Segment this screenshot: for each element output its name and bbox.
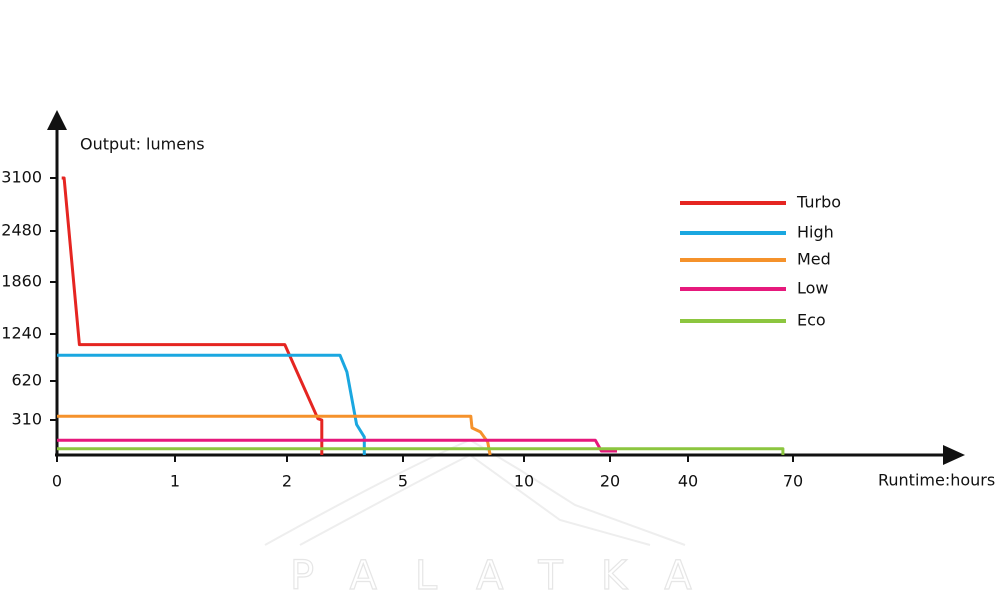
x-tick-label: 20 (600, 472, 620, 491)
y-tick-label: 3100 (1, 168, 42, 187)
y-tick-label: 2480 (1, 221, 42, 240)
series-line (57, 414, 492, 456)
legend-label: Med (797, 250, 831, 269)
legend-label: Turbo (796, 193, 841, 212)
y-tick-label: 1860 (1, 272, 42, 291)
watermark: PALATKA (290, 553, 730, 599)
legend-label: Low (797, 279, 829, 298)
x-tick-label: 40 (678, 472, 698, 491)
x-tick-label: 0 (52, 472, 62, 491)
x-tick-label: 70 (783, 472, 803, 491)
axes (47, 110, 965, 465)
x-tick-label: 2 (282, 472, 292, 491)
y-axis-label: Output: lumens (80, 135, 205, 154)
x-tick-label: 5 (398, 472, 408, 491)
x-axis-label: Runtime:hours (878, 471, 995, 490)
legend-label: High (797, 223, 834, 242)
x-tick-label: 1 (170, 472, 180, 491)
y-tick-label: 1240 (1, 324, 42, 343)
legend-label: Eco (797, 311, 826, 330)
x-tick-label: 10 (514, 472, 534, 491)
series-line (61, 176, 324, 455)
series-line (57, 438, 617, 453)
y-tick-label: 620 (11, 371, 42, 390)
y-tick-label: 310 (11, 410, 42, 429)
series-line (57, 447, 785, 455)
